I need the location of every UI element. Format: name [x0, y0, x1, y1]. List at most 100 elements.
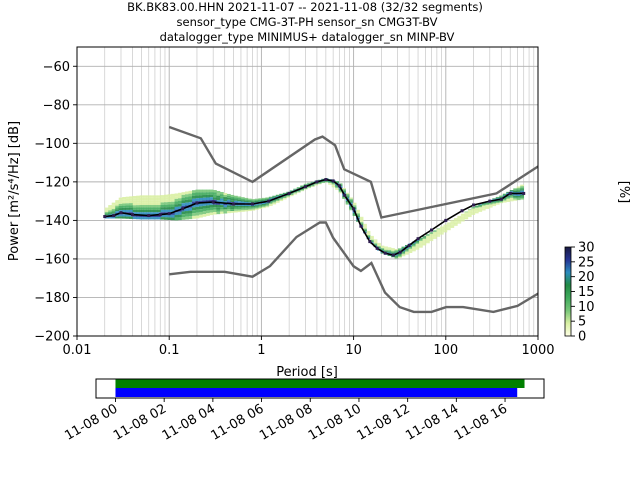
- ppsd-density-cell: [464, 217, 469, 219]
- mean-point: [343, 193, 347, 197]
- ppsd-density-cell: [520, 195, 525, 197]
- ppsd-density-cell: [495, 201, 500, 203]
- ppsd-density-cell: [499, 197, 504, 198]
- ppsd-density-cell: [408, 252, 413, 253]
- ppsd-density-cell: [331, 185, 336, 187]
- ppsd-density-cell: [439, 233, 444, 235]
- mean-point: [444, 218, 448, 222]
- ppsd-density-cell: [174, 201, 179, 205]
- ppsd-density-cell: [314, 184, 319, 186]
- mean-point: [112, 214, 116, 218]
- ppsd-density-cell: [520, 186, 525, 188]
- ppsd-density-cell: [335, 188, 339, 190]
- ppsd-density-cell: [394, 254, 399, 256]
- ppsd-density-cell: [212, 209, 217, 213]
- colorbar-tick-label: 10: [578, 300, 595, 315]
- ppsd-density-cell: [188, 210, 193, 214]
- ppsd-density-cell: [464, 218, 469, 220]
- ppsd-density-cell: [398, 255, 402, 256]
- ppsd-density-cell: [139, 207, 144, 210]
- ppsd-density-cell: [509, 199, 514, 201]
- ppsd-density-cell: [289, 195, 294, 197]
- ppsd-density-cell: [356, 215, 360, 217]
- ppsd-density-cell: [373, 239, 378, 241]
- ppsd-density-cell: [359, 217, 364, 219]
- ppsd-density-cell: [457, 216, 462, 218]
- ppsd-density-cell: [216, 195, 221, 198]
- ppsd-density-cell: [199, 197, 203, 201]
- ppsd-density-cell: [460, 215, 465, 217]
- ppsd-density-cell: [108, 213, 113, 215]
- ppsd-density-cell: [520, 193, 525, 196]
- ppsd-density-cell: [425, 239, 430, 241]
- ppsd-density-cell: [181, 194, 186, 198]
- ppsd-density-cell: [181, 192, 186, 195]
- ppsd-density-cell: [495, 196, 500, 198]
- ppsd-density-cell: [405, 250, 409, 252]
- ppsd-density-cell: [384, 248, 388, 249]
- ppsd-density-cell: [509, 190, 514, 192]
- ppsd-density-cell: [443, 226, 448, 227]
- ppsd-density-cell: [380, 248, 385, 250]
- ppsd-density-cell: [460, 218, 465, 220]
- ppsd-density-cell: [422, 241, 427, 243]
- ppsd-density-cell: [178, 217, 182, 221]
- ppsd-density-cell: [359, 222, 364, 224]
- ppsd-density-cell: [338, 183, 343, 185]
- mean-point: [232, 202, 236, 206]
- ppsd-density-cell: [174, 196, 179, 199]
- ppsd-density-cell: [506, 191, 511, 193]
- x-tick-label: 1: [257, 343, 265, 358]
- ppsd-density-cell: [174, 217, 179, 221]
- timeline-tick-label: 11-08 16: [452, 401, 510, 443]
- ppsd-density-cell: [132, 212, 137, 215]
- ppsd-density-cell: [129, 200, 133, 204]
- ppsd-density-cell: [464, 216, 469, 218]
- ppsd-density-cell: [125, 198, 130, 202]
- ppsd-density-cell: [380, 252, 385, 254]
- ppsd-density-cell: [520, 187, 525, 190]
- ppsd-density-cell: [411, 247, 416, 249]
- ppsd-density-cell: [202, 192, 207, 196]
- ppsd-density-cell: [411, 250, 416, 252]
- mean-point: [383, 251, 387, 255]
- ppsd-density-cell: [160, 212, 165, 215]
- ppsd-density-cell: [212, 199, 217, 203]
- ppsd-density-cell: [373, 240, 378, 241]
- ppsd-density-cell: [307, 187, 312, 188]
- ppsd-density-cell: [118, 210, 123, 213]
- ppsd-density-cell: [129, 216, 133, 219]
- ppsd-density-cell: [125, 214, 130, 217]
- mean-point: [430, 228, 434, 232]
- ppsd-density-cell: [251, 201, 256, 203]
- ppsd-density-cell: [352, 204, 357, 206]
- mean-point: [472, 203, 476, 207]
- ppsd-density-cell: [446, 228, 451, 230]
- ppsd-density-cell: [188, 196, 193, 200]
- ppsd-density-cell: [467, 210, 472, 211]
- ppsd-density-cell: [471, 207, 476, 208]
- ppsd-density-cell: [359, 220, 364, 222]
- ppsd-density-cell: [272, 200, 277, 201]
- timeline-tick-label: 11-08 08: [257, 401, 315, 443]
- ppsd-density-cell: [209, 212, 214, 216]
- ppsd-density-cell: [485, 207, 490, 209]
- ppsd-density-cell: [111, 208, 116, 211]
- ppsd-density-cell: [209, 199, 214, 203]
- ppsd-density-cell: [275, 201, 280, 203]
- ppsd-density-cell: [349, 207, 353, 209]
- ppsd-density-cell: [122, 207, 127, 210]
- timeline-psd-bar: [115, 388, 518, 397]
- ppsd-density-cell: [104, 214, 109, 216]
- ppsd-density-cell: [206, 213, 210, 216]
- ppsd-density-cell: [282, 193, 287, 195]
- ppsd-density-cell: [502, 193, 507, 195]
- ppsd-density-cell: [157, 217, 161, 220]
- ppsd-density-cell: [244, 206, 249, 208]
- ppsd-density-cell: [296, 191, 301, 193]
- ppsd-density-cell: [481, 208, 486, 210]
- ppsd-density-cell: [432, 237, 437, 239]
- ppsd-density-cell: [394, 257, 399, 259]
- ppsd-density-cell: [122, 216, 127, 219]
